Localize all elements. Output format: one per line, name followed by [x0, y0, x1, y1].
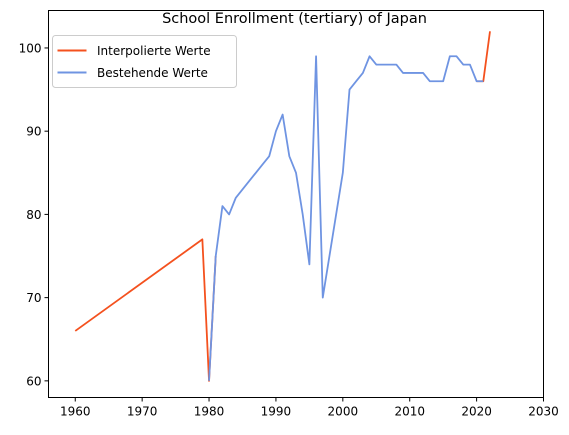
x-tick-label: 1980 — [194, 405, 225, 419]
y-tick-label: 70 — [26, 291, 41, 305]
x-tick-label: 2000 — [328, 405, 359, 419]
y-tick-label: 60 — [26, 374, 41, 388]
x-tick-label: 1970 — [127, 405, 158, 419]
y-tick-label: 80 — [26, 208, 41, 222]
x-tick-label: 2010 — [394, 405, 425, 419]
chart-title: School Enrollment (tertiary) of Japan — [162, 11, 427, 27]
legend: Interpolierte Werte Bestehende Werte — [52, 35, 237, 88]
x-tick-label: 2020 — [461, 405, 492, 419]
series-line-interpolated-1 — [476, 31, 491, 83]
y-tick-label: 90 — [26, 125, 41, 139]
y-axis: 60 70 80 90 100 — [19, 41, 49, 388]
y-tick-label: 100 — [19, 41, 42, 55]
series-line-existing-0 — [208, 55, 484, 381]
x-tick-label: 2030 — [528, 405, 559, 419]
x-axis: 1960 1970 1980 1990 2000 2010 2020 2030 — [60, 397, 559, 419]
plot-lines — [74, 31, 491, 382]
legend-label-interpolated: Interpolierte Werte — [97, 44, 211, 58]
x-tick-label: 1990 — [261, 405, 292, 419]
legend-label-existing: Bestehende Werte — [97, 66, 208, 80]
x-tick-label: 1960 — [60, 405, 91, 419]
legend-box — [52, 35, 237, 88]
plot-frame — [48, 10, 544, 398]
series-line-interpolated-0 — [74, 238, 217, 382]
